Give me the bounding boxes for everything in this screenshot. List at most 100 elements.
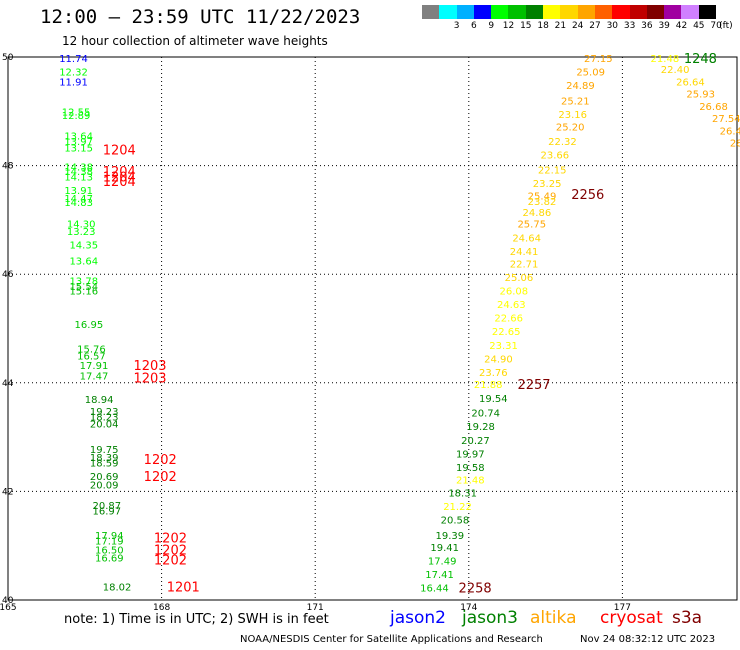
wave-height-label: 19.97 xyxy=(456,449,485,460)
wave-height-label: 20.69 xyxy=(90,472,119,483)
page-subtitle: 12 hour collection of altimeter wave hei… xyxy=(62,34,328,48)
wave-height-label: 23.25 xyxy=(533,179,562,190)
wave-height-label: 19.41 xyxy=(430,543,459,554)
wave-height-label: 22.15 xyxy=(538,165,567,176)
satellite-altika-label: altika xyxy=(530,608,577,628)
wave-height-label: 24.86 xyxy=(523,208,552,219)
wave-height-label: 18.23 xyxy=(90,412,119,423)
wave-height-label: 23.66 xyxy=(540,151,569,162)
wave-height-label: 18.39 xyxy=(90,453,119,464)
wave-height-label: 24.89 xyxy=(566,81,595,92)
scale-swatch xyxy=(491,5,509,19)
wave-height-label: 23.76 xyxy=(479,368,508,379)
wave-height-label: 27.15 xyxy=(584,54,613,65)
pass-time-label: 2256 xyxy=(571,188,604,203)
pass-time-label: 1204 xyxy=(103,165,136,180)
wave-height-label: 14.13 xyxy=(64,172,93,183)
footer-generated-time: Nov 24 08:32:12 UTC 2023 xyxy=(580,634,716,645)
y-tick-label: 50 xyxy=(2,53,14,63)
satellite-jason2-label: jason2 xyxy=(390,608,446,628)
wave-height-label: 21.48 xyxy=(651,54,680,65)
wave-height-label: 13.91 xyxy=(64,186,93,197)
scale-tick-label: 39 xyxy=(658,21,670,31)
scale-tick-label: 9 xyxy=(488,21,495,31)
wave-height-label: 19.75 xyxy=(90,445,119,456)
wave-height-label: 11.74 xyxy=(59,54,88,65)
wave-height-label: 25.93 xyxy=(686,89,715,100)
scale-tick-label: 36 xyxy=(641,21,653,31)
x-tick-label: 165 xyxy=(0,603,17,613)
wave-height-label: 14.47 xyxy=(64,194,93,205)
pass-time-label: 1202 xyxy=(154,544,187,559)
wave-height-label: 20.58 xyxy=(441,516,470,527)
pass-time-label: 1248 xyxy=(684,52,717,67)
pass-time-label: 1202 xyxy=(154,553,187,568)
wave-height-label: 16.69 xyxy=(95,554,124,565)
scale-swatch xyxy=(525,5,544,19)
wave-height-label: 25.20 xyxy=(556,123,585,134)
scale-swatch xyxy=(473,5,492,19)
scale-tick-label: 6 xyxy=(471,21,477,31)
wave-height-label: 24.90 xyxy=(484,354,513,365)
x-tick-label: 168 xyxy=(153,603,170,613)
wave-height-label: 25.75 xyxy=(517,220,546,231)
pass-time-label: 1202 xyxy=(144,453,177,468)
wave-height-label: 26.68 xyxy=(699,102,728,113)
scale-tick-label: 21 xyxy=(554,21,567,31)
scale-tick-label: 27 xyxy=(589,21,601,31)
wave-height-label: 22.66 xyxy=(494,314,523,325)
wave-height-label: 22.32 xyxy=(548,137,577,148)
wave-height-label: 19.28 xyxy=(466,422,495,433)
wave-height-label: 17.19 xyxy=(95,536,124,547)
y-tick-label: 46 xyxy=(2,270,14,280)
wave-height-label: 16.57 xyxy=(77,352,106,363)
wave-height-label: 26.64 xyxy=(676,77,705,88)
wave-height-label: 23.16 xyxy=(558,110,587,121)
scale-tick-label: 15 xyxy=(520,21,532,31)
scale-tick-label: 24 xyxy=(571,21,584,31)
pass-time-label: 2257 xyxy=(517,378,550,393)
wave-height-label: 22.65 xyxy=(492,327,521,338)
footer-note: note: 1) Time is in UTC; 2) SWH is in fe… xyxy=(64,612,329,627)
x-tick-label: 174 xyxy=(460,603,477,613)
wave-height-label: 27.54 xyxy=(712,114,740,125)
wave-height-label: 15.54 xyxy=(69,282,98,293)
scale-swatch xyxy=(612,5,630,19)
scale-tick-label: 12 xyxy=(502,21,515,31)
scale-swatch xyxy=(456,5,474,19)
wave-height-label: 15.16 xyxy=(69,286,98,297)
wave-height-label: 19.58 xyxy=(456,463,485,474)
wave-height-label: 17.41 xyxy=(425,570,454,581)
pass-time-label: 1203 xyxy=(133,371,166,386)
scale-swatch xyxy=(698,5,717,19)
scale-tick-label: 18 xyxy=(537,21,549,31)
pass-time-label: 1204 xyxy=(103,175,136,190)
scale-swatch xyxy=(646,5,665,19)
wave-height-label: 18.31 xyxy=(448,488,477,499)
wave-height-label: 16.95 xyxy=(75,320,104,331)
pass-time-label: 2258 xyxy=(459,582,492,597)
scale-swatch xyxy=(594,5,613,19)
scale-swatch xyxy=(681,5,699,19)
wave-height-label: 18.02 xyxy=(103,582,132,593)
scale-tick-label: 45 xyxy=(693,21,705,31)
scale-swatch xyxy=(629,5,647,19)
wave-height-label: 17.49 xyxy=(428,556,457,567)
wave-height-label: 22.40 xyxy=(661,65,690,76)
wave-height-label: 21.22 xyxy=(443,502,472,513)
wave-height-label: 13.64 xyxy=(69,257,98,268)
wave-height-label: 16.44 xyxy=(420,584,449,595)
pass-time-label: 1204 xyxy=(103,143,136,158)
wave-height-label: 20.74 xyxy=(471,409,500,420)
wave-height-label: 28.? xyxy=(730,138,740,149)
pass-time-label: 1202 xyxy=(144,470,177,485)
observation-layer: 11.7412.3211.9112.5512.8913.6413.9713.15… xyxy=(59,52,740,597)
wave-height-label: 16.50 xyxy=(95,546,124,557)
wave-height-label: 18.59 xyxy=(90,459,119,470)
wave-height-label: 20.04 xyxy=(90,420,119,431)
wave-height-label: 26.47 xyxy=(720,126,740,137)
pass-time-label: 1203 xyxy=(133,359,166,374)
wave-height-label: 12.55 xyxy=(62,107,91,118)
wave-height-label: 26.08 xyxy=(500,286,529,297)
